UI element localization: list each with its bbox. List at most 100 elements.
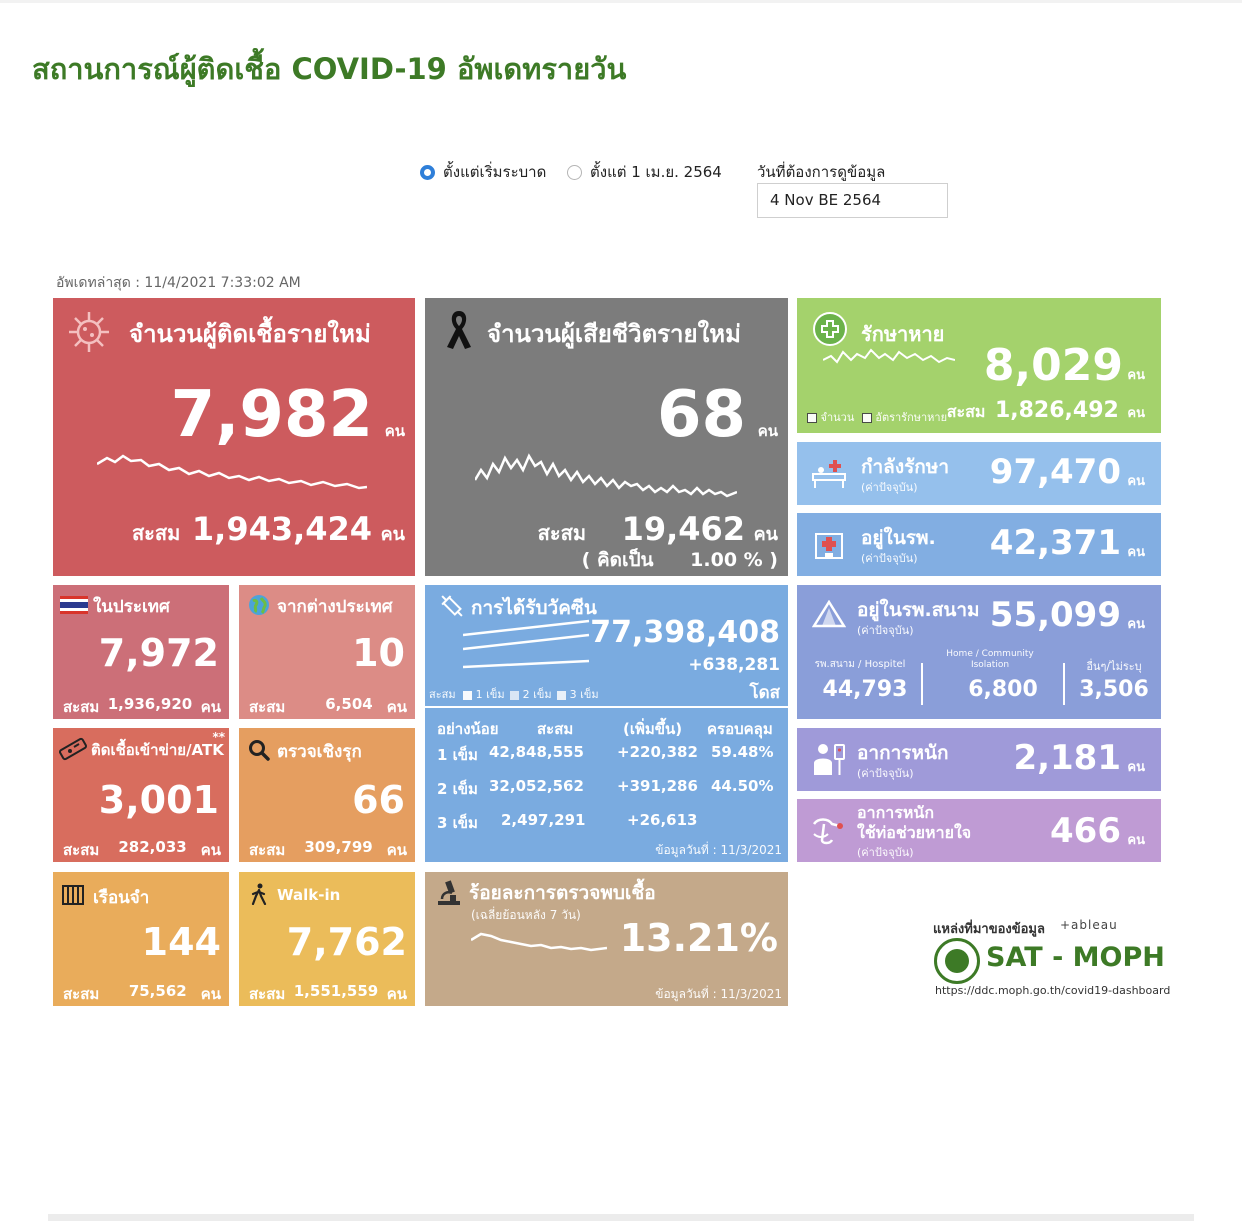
vaccine-col-min: อย่างน้อย [437, 720, 499, 738]
patient-icon [811, 740, 847, 778]
atk-mark: ** [212, 730, 225, 744]
legend-dose3-icon [557, 690, 567, 700]
tent-icon [811, 599, 847, 629]
severe-tile: อาการหนัก (ค่าปัจจุบัน) 2,181 คน [797, 728, 1161, 791]
new-cases-tile: จำนวนผู้ติดเชื้อรายใหม่ 7,982 คน สะสม 1,… [53, 298, 415, 576]
globe-icon [247, 593, 271, 617]
top-border [0, 0, 1242, 3]
prison-acc-label: สะสม [63, 985, 100, 1003]
deaths-pct: ( คิดเป็น 1.00 % ) [582, 545, 778, 575]
virus-icon [65, 308, 113, 356]
vaccine-legend-2: 2 เข็ม [522, 688, 552, 701]
radio-since-april[interactable]: ตั้งแต่ 1 เม.ย. 2564 [567, 160, 722, 184]
field-hospital-c2-label-1: Home / Community [946, 649, 1034, 659]
recovered-tile: รักษาหาย 8,029 คน จำนวน อัตรารักษาหาย สะ… [797, 298, 1161, 433]
field-hospital-c1-label: รพ.สนาม / Hospitel [814, 659, 906, 670]
ventilator-label-1: อาการหนัก [857, 803, 935, 822]
positivity-value: 13.21% [619, 916, 778, 960]
recovered-trend-line [823, 348, 955, 364]
severe-label: อาการหนัก [857, 742, 949, 764]
field-hospital-divider-1 [921, 663, 923, 705]
field-hospital-c3-value: 3,506 [1079, 677, 1149, 702]
prison-label: เรือนจำ [93, 888, 150, 908]
domestic-acc-label: สะสม [63, 698, 100, 716]
domestic-acc: สะสม 1,936,920 คน [63, 695, 221, 719]
legend-dose1-icon [463, 690, 473, 700]
vaccine-col-cov: ครอบคลุม [707, 720, 773, 738]
treating-value: 97,470 [989, 452, 1121, 492]
vaccine-row1-acc: 42,848,555 [489, 743, 584, 761]
walkin-acc-unit: คน [386, 985, 407, 1003]
prison-value: 144 [141, 920, 221, 964]
hospital-unit: คน [1127, 545, 1145, 560]
atk-tile: ติดเชื้อเข้าข่าย/ATK ** 3,001 สะสม 282,0… [53, 728, 229, 862]
recovered-acc: สะสม 1,826,492 คน [947, 398, 1145, 425]
vaccine-unit: โดส [749, 683, 780, 703]
legend-rate-swatch-icon [861, 413, 872, 423]
black-ribbon-icon [443, 308, 475, 352]
proactive-acc: สะสม 309,799 คน [249, 838, 407, 862]
proactive-value: 66 [352, 778, 405, 822]
magnifier-icon [247, 738, 271, 762]
ventilator-icon [809, 811, 847, 849]
deaths-pct-value: 1.00 % ) [690, 549, 778, 571]
ventilator-sub: (ค่าปัจจุบัน) [857, 846, 914, 859]
new-cases-acc-label: สะสม [131, 521, 181, 545]
radio-selected-icon[interactable] [420, 164, 435, 180]
radio-since-outbreak[interactable]: ตั้งแต่เริ่มระบาด [420, 160, 546, 184]
field-hospital-divider-2 [1063, 663, 1065, 705]
vaccine-row3-inc: +26,613 [627, 811, 698, 829]
vaccine-divider [425, 706, 788, 708]
recovered-legend-count: จำนวน [820, 411, 855, 424]
proactive-acc-label: สะสม [249, 841, 286, 859]
abroad-acc-value: 6,504 [325, 695, 373, 713]
deaths-acc-unit: คน [753, 524, 778, 545]
deaths-unit: คน [757, 422, 778, 440]
date-input[interactable]: 4 Nov BE 2564 [757, 183, 948, 218]
positivity-sub: (เฉลี่ยย้อนหลัง 7 วัน) [471, 908, 581, 922]
vaccine-trend-lines [463, 619, 590, 669]
positivity-label: ร้อยละการตรวจพบเชื้อ [469, 882, 656, 904]
deaths-value: 68 [656, 378, 746, 452]
prison-bars-icon [61, 884, 85, 906]
source-url[interactable]: https://ddc.moph.go.th/covid19-dashboard [935, 984, 1171, 997]
vaccine-label: การได้รับวัคซีน [471, 597, 597, 619]
recovered-value: 8,029 [983, 340, 1123, 391]
positivity-tile: ร้อยละการตรวจพบเชื้อ (เฉลี่ยย้อนหลัง 7 ว… [425, 872, 788, 1006]
recovered-unit: คน [1127, 368, 1145, 383]
recovered-acc-value: 1,826,492 [994, 398, 1119, 423]
abroad-acc: สะสม 6,504 คน [249, 695, 407, 719]
domestic-label: ในประเทศ [93, 597, 170, 617]
radio-unselected-icon[interactable] [567, 164, 582, 180]
abroad-label: จากต่างประเทศ [277, 597, 393, 617]
recovered-acc-label: สะสม [946, 402, 986, 421]
vaccine-legend-label: สะสม [429, 688, 456, 701]
legend-dose2-icon [510, 690, 520, 700]
recovered-legend-rate: อัตรารักษาหาย [875, 411, 948, 424]
field-hospital-sub: (ค่าปัจจุบัน) [857, 624, 914, 637]
test-kit-icon [57, 736, 89, 762]
treating-label: กำลังรักษา [861, 456, 949, 478]
hospital-tile: อยู่ในรพ. (ค่าปัจจุบัน) 42,371 คน [797, 513, 1161, 576]
hospital-sub: (ค่าปัจจุบัน) [861, 552, 918, 565]
radio-since-outbreak-label: ตั้งแต่เริ่มระบาด [443, 163, 547, 181]
vaccine-row3-acc: 2,497,291 [501, 811, 586, 829]
deaths-tile: จำนวนผู้เสียชีวิตรายใหม่ 68 คน สะสม 19,4… [425, 298, 788, 576]
deaths-label: จำนวนผู้เสียชีวิตรายใหม่ [487, 320, 741, 348]
proactive-acc-value: 309,799 [304, 838, 373, 856]
new-cases-acc-unit: คน [380, 524, 405, 545]
legend-count-swatch-icon [807, 413, 817, 423]
walkin-tile: Walk-in 7,762 สะสม 1,551,559 คน [239, 872, 415, 1006]
domestic-value: 7,972 [98, 631, 219, 675]
hospital-value: 42,371 [989, 523, 1121, 563]
new-cases-value: 7,982 [170, 378, 373, 452]
vaccine-date: ข้อมูลวันที่ : 11/3/2021 [655, 843, 782, 857]
source-label: แหล่งที่มาของข้อมูล [933, 922, 1045, 937]
atk-acc: สะสม 282,033 คน [63, 838, 221, 862]
deaths-pct-label: ( คิดเป็น [581, 549, 654, 571]
ventilator-value: 466 [1050, 811, 1121, 851]
severe-unit: คน [1127, 760, 1145, 775]
vaccine-row1-cov: 59.48% [711, 743, 774, 761]
treating-sub: (ค่าปัจจุบัน) [861, 481, 918, 494]
